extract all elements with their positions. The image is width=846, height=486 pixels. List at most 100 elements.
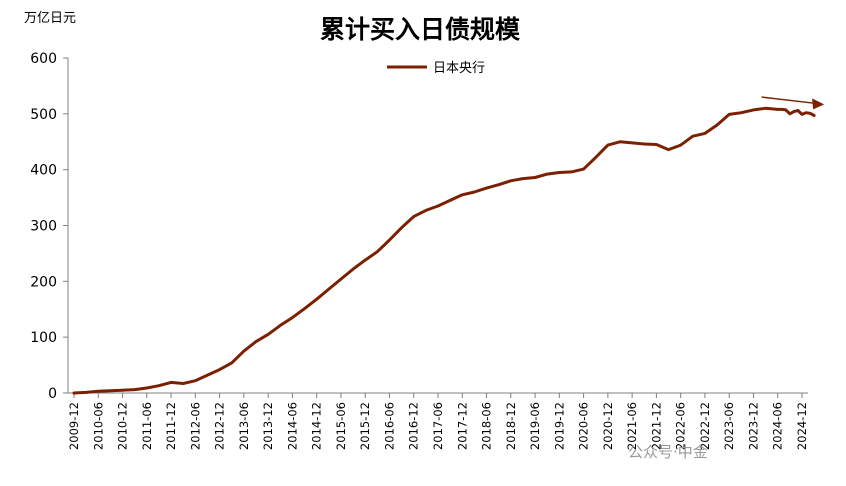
data-point bbox=[793, 111, 795, 113]
y-tick-label: 100 bbox=[30, 330, 57, 346]
y-axis-unit-label: 万亿日元 bbox=[24, 11, 76, 26]
data-point bbox=[655, 143, 658, 146]
x-tick-label: 2012-06 bbox=[188, 402, 202, 450]
data-point bbox=[73, 392, 75, 394]
y-tick-label: 200 bbox=[30, 274, 57, 290]
data-point bbox=[376, 251, 378, 253]
data-point bbox=[97, 390, 99, 392]
x-tick-label: 2011-06 bbox=[140, 402, 154, 450]
x-tick-label: 2017-12 bbox=[455, 402, 469, 450]
x-tick-label: 2014-12 bbox=[310, 402, 324, 450]
data-point bbox=[255, 341, 257, 343]
data-point bbox=[425, 209, 427, 211]
data-point bbox=[401, 227, 403, 229]
data-point bbox=[303, 308, 306, 310]
data-point bbox=[797, 109, 799, 112]
data-point bbox=[194, 380, 196, 382]
data-point bbox=[583, 168, 585, 170]
data-point bbox=[461, 194, 463, 196]
data-point bbox=[85, 391, 87, 393]
annotation-layer bbox=[761, 96, 825, 110]
data-point bbox=[752, 109, 755, 111]
x-tick-label: 2012-12 bbox=[213, 402, 227, 450]
data-point bbox=[680, 144, 682, 146]
data-point bbox=[316, 298, 318, 300]
x-tick-label: 2023-12 bbox=[746, 402, 760, 450]
watermark-text: 公众号·中金 bbox=[628, 443, 708, 461]
data-point bbox=[437, 205, 439, 207]
x-tick-label: 2019-06 bbox=[528, 402, 542, 450]
legend-label: 日本央行 bbox=[433, 61, 485, 76]
x-tick-label: 2010-06 bbox=[91, 402, 105, 450]
x-tick-label: 2024-06 bbox=[771, 402, 785, 450]
data-point bbox=[134, 389, 136, 391]
legend: 日本央行 bbox=[387, 61, 485, 76]
x-tick-label: 2011-12 bbox=[164, 402, 178, 450]
x-tick-label: 2020-06 bbox=[577, 402, 591, 450]
y-tick-label: 500 bbox=[30, 107, 57, 123]
data-point bbox=[813, 114, 815, 117]
data-point bbox=[158, 385, 160, 387]
data-point bbox=[291, 317, 293, 319]
x-tick-label: 2017-06 bbox=[431, 402, 445, 450]
data-point bbox=[785, 109, 787, 111]
x-tick-label: 2013-06 bbox=[237, 402, 251, 450]
data-point bbox=[170, 381, 172, 383]
data-point bbox=[595, 156, 597, 158]
x-tick-label: 2021-12 bbox=[649, 402, 663, 450]
x-tick-label: 2024-12 bbox=[795, 402, 809, 450]
data-point bbox=[413, 216, 415, 218]
data-point bbox=[546, 173, 548, 175]
data-point bbox=[231, 362, 233, 364]
y-tick-label: 0 bbox=[48, 386, 57, 402]
trend-arrow-head bbox=[812, 98, 825, 110]
series-line-0 bbox=[72, 106, 816, 395]
axes bbox=[67, 58, 808, 394]
x-tick-label: 2023-06 bbox=[722, 402, 736, 450]
data-point bbox=[340, 278, 342, 280]
data-point bbox=[692, 135, 694, 137]
data-point bbox=[352, 268, 354, 270]
data-point bbox=[781, 108, 783, 110]
series-layer bbox=[72, 106, 816, 395]
data-point bbox=[728, 113, 730, 115]
data-point bbox=[121, 389, 124, 391]
chart-title: 累计买入日债规模 bbox=[320, 15, 521, 44]
y-tick-label: 400 bbox=[30, 163, 57, 179]
data-point bbox=[328, 288, 330, 290]
data-point bbox=[510, 180, 512, 182]
x-tick-label: 2016-12 bbox=[407, 402, 421, 450]
data-point bbox=[534, 176, 536, 179]
data-point bbox=[631, 142, 633, 144]
x-tick-label: 2009-12 bbox=[67, 402, 81, 450]
trend-arrow-shaft bbox=[761, 96, 816, 105]
x-tick-label: 2014-06 bbox=[285, 402, 299, 450]
data-point bbox=[146, 387, 148, 389]
data-point bbox=[740, 112, 742, 114]
x-ticks: 2009-12 2010-06 2010-12 2011-06 2011-12 2012-… bbox=[67, 393, 809, 450]
data-point bbox=[182, 382, 184, 385]
data-point bbox=[704, 132, 706, 134]
x-tick-label: 2018-12 bbox=[504, 402, 518, 450]
data-point bbox=[777, 108, 779, 110]
y-tick-label: 600 bbox=[30, 51, 57, 67]
data-point bbox=[801, 113, 803, 115]
data-point bbox=[473, 191, 475, 193]
data-point bbox=[267, 333, 269, 335]
y-tick-label: 300 bbox=[30, 219, 57, 235]
data-point bbox=[243, 350, 245, 352]
data-point bbox=[716, 124, 718, 126]
data-point bbox=[643, 143, 645, 145]
x-tick-label: 2020-12 bbox=[601, 402, 615, 450]
data-point bbox=[219, 369, 221, 371]
y-ticks: 0 100 200 300 400 500 600 bbox=[30, 51, 68, 402]
x-tick-label: 2018-06 bbox=[480, 402, 494, 450]
data-point bbox=[109, 390, 111, 392]
x-tick-label: 2013-12 bbox=[261, 402, 275, 450]
x-tick-label: 2022-06 bbox=[674, 402, 688, 450]
data-point bbox=[558, 171, 560, 174]
data-point bbox=[789, 113, 791, 115]
data-point bbox=[805, 112, 807, 114]
data-point bbox=[619, 141, 621, 143]
data-point bbox=[667, 149, 670, 151]
